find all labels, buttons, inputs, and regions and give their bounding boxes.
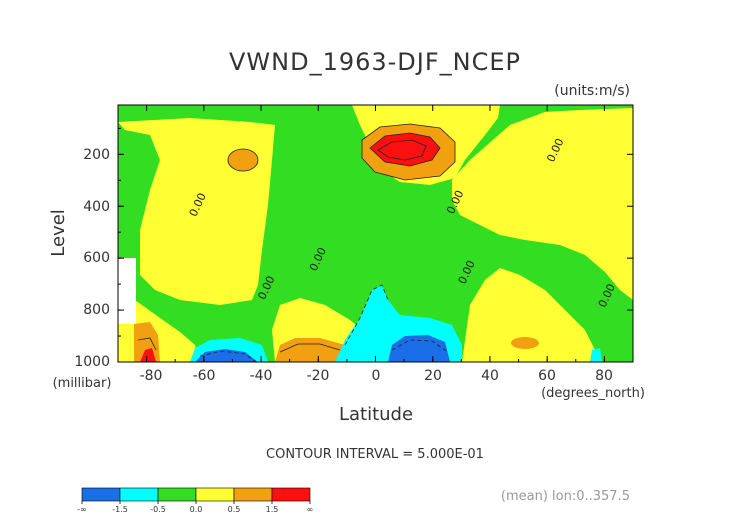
- positive-region-lower-right: [462, 268, 600, 362]
- y-tick-label: 800: [83, 302, 110, 318]
- y-tick-label: 200: [83, 147, 110, 163]
- plot-area: [118, 105, 633, 362]
- x-tick-label: -20: [307, 368, 330, 384]
- x-axis-label: Latitude: [339, 404, 413, 425]
- missing-region: [118, 258, 136, 324]
- color-legend: -∞ -1.5 -0.5 0.0 0.5 1.5 ∞: [77, 487, 314, 514]
- footer-note: (mean) lon:0..357.5: [501, 489, 630, 504]
- legend-swatch: [157, 487, 197, 502]
- strong-negative-region-left: [195, 349, 258, 362]
- strong-negative-region-center: [388, 335, 450, 362]
- legend-swatch: [195, 487, 235, 502]
- y-ticks: [118, 127, 633, 363]
- y-axis-label: Level: [48, 209, 69, 257]
- legend-label: -∞: [77, 505, 87, 514]
- x-tick-label: 0: [372, 368, 381, 384]
- units-label: (units:m/s): [554, 83, 630, 99]
- legend-swatch: [233, 487, 273, 502]
- y-axis: 200 400 600 800 1000 Level (millibar): [48, 127, 633, 391]
- strong-positive-region-right: [511, 337, 539, 349]
- x-tick-label: 20: [424, 368, 442, 384]
- x-tick-label: 80: [595, 368, 613, 384]
- contour-interval: CONTOUR INTERVAL = 5.000E-01: [266, 447, 484, 462]
- y-tick-label: 600: [83, 250, 110, 266]
- x-tick-label: -40: [250, 368, 273, 384]
- legend-label: 0.0: [190, 505, 203, 514]
- x-axis: -80 -60 -40 -20 0 20 40 60 80 (degrees_n…: [117, 105, 645, 425]
- contour-lines: [137, 123, 456, 362]
- negative-region-right: [590, 348, 602, 362]
- strong-positive-region-lower-left: [134, 322, 160, 362]
- legend-label: -0.5: [150, 505, 166, 514]
- x-tick-labels: -80 -60 -40 -20 0 20 40 60 80: [140, 368, 613, 384]
- x-tick-label: 40: [481, 368, 499, 384]
- y-axis-unit: (millibar): [53, 376, 112, 391]
- legend-label: 1.5: [266, 505, 279, 514]
- legend-label: -1.5: [112, 505, 128, 514]
- max-region: [370, 133, 440, 166]
- x-tick-label: -60: [193, 368, 216, 384]
- x-ticks: [117, 105, 634, 362]
- max-region-lower-left: [140, 348, 156, 362]
- y-tick-label: 1000: [74, 354, 110, 370]
- chart-title: VWND_1963-DJF_NCEP: [229, 48, 521, 76]
- x-axis-unit: (degrees_north): [541, 386, 645, 401]
- positive-region-right: [452, 108, 633, 300]
- legend-swatch: [119, 487, 159, 502]
- strong-positive-region-spot: [228, 149, 258, 171]
- legend-swatch: [81, 487, 121, 502]
- y-tick-label: 400: [83, 199, 110, 215]
- x-tick-label: 60: [538, 368, 556, 384]
- legend-label: 0.5: [228, 505, 241, 514]
- x-tick-label: -80: [140, 368, 163, 384]
- legend-label: ∞: [307, 505, 314, 514]
- y-tick-labels: 200 400 600 800 1000: [74, 147, 110, 370]
- legend-swatch: [271, 487, 311, 502]
